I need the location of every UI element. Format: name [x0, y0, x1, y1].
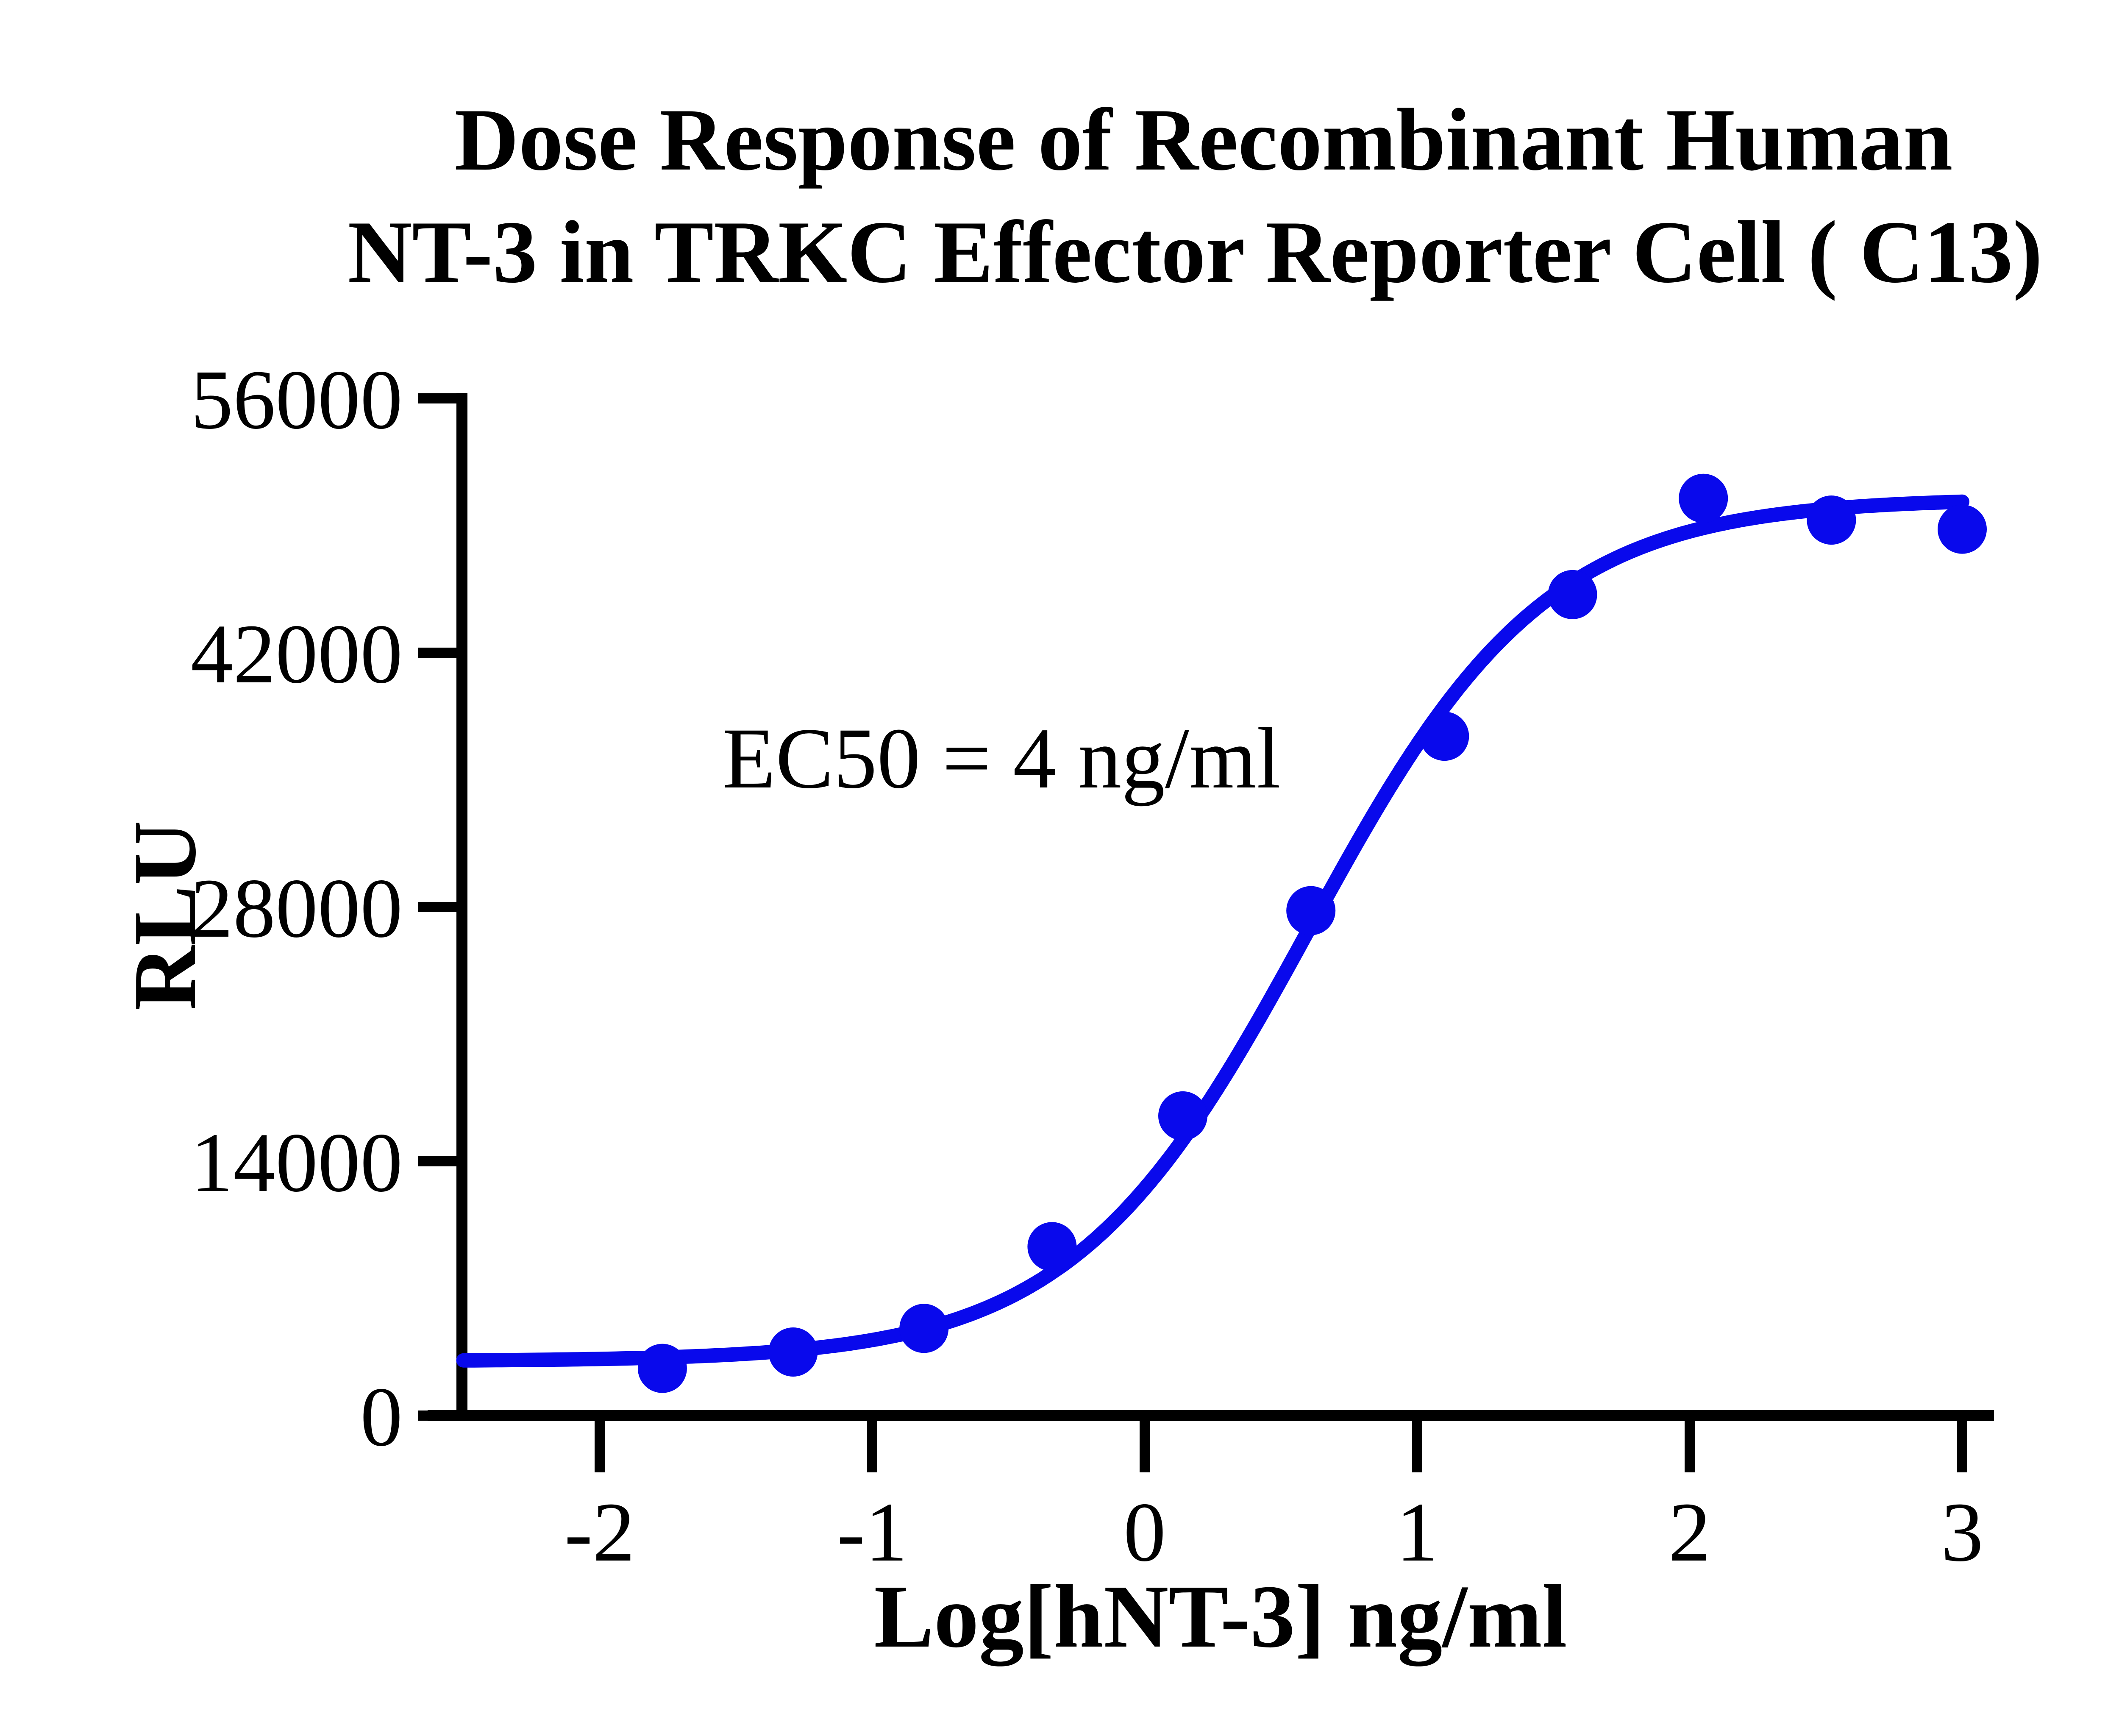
data-point — [1548, 570, 1597, 619]
fit-curve — [456, 494, 1969, 1368]
data-point — [1679, 473, 1728, 523]
x-tick-label: 3 — [1941, 1486, 1983, 1579]
chart-title-line2: NT-3 in TRKC Effector Reporter Cell ( C1… — [348, 203, 2042, 301]
x-axis-title: Log[hNT-3] ng/ml — [874, 1566, 1567, 1666]
y-tick-label: 56000 — [191, 353, 403, 447]
y-tick-label: 14000 — [191, 1116, 403, 1210]
y-axis-title: RLU — [115, 821, 214, 1010]
data-points — [637, 473, 1987, 1393]
x-tick-label: 1 — [1396, 1486, 1438, 1579]
x-tick-label: 2 — [1669, 1486, 1711, 1579]
x-tick-label: 0 — [1123, 1486, 1166, 1579]
data-point — [899, 1304, 949, 1353]
data-point — [1938, 504, 1987, 554]
x-tick-label: -2 — [565, 1486, 635, 1579]
data-point — [1286, 886, 1336, 935]
data-point — [637, 1344, 687, 1393]
chart-title-line1: Dose Response of Recombinant Human — [454, 91, 1952, 189]
data-point — [768, 1327, 818, 1377]
x-axis-ticks: -2 -1 0 1 2 3 — [565, 1416, 1983, 1579]
ec50-annotation: EC50 = 4 ng/ml — [723, 710, 1281, 807]
y-tick-label: 28000 — [191, 862, 403, 955]
data-point — [1027, 1222, 1077, 1271]
data-point — [1807, 495, 1856, 545]
x-tick-label: -1 — [837, 1486, 908, 1579]
y-axis: 0 14000 28000 42000 56000 — [191, 353, 467, 1464]
y-axis-ticks: 0 14000 28000 42000 56000 — [191, 353, 462, 1464]
y-tick-label: 0 — [360, 1370, 403, 1464]
data-point — [1420, 712, 1469, 761]
y-tick-label: 42000 — [191, 607, 403, 701]
data-point — [1158, 1091, 1207, 1141]
x-axis: -2 -1 0 1 2 3 — [428, 1410, 1994, 1579]
